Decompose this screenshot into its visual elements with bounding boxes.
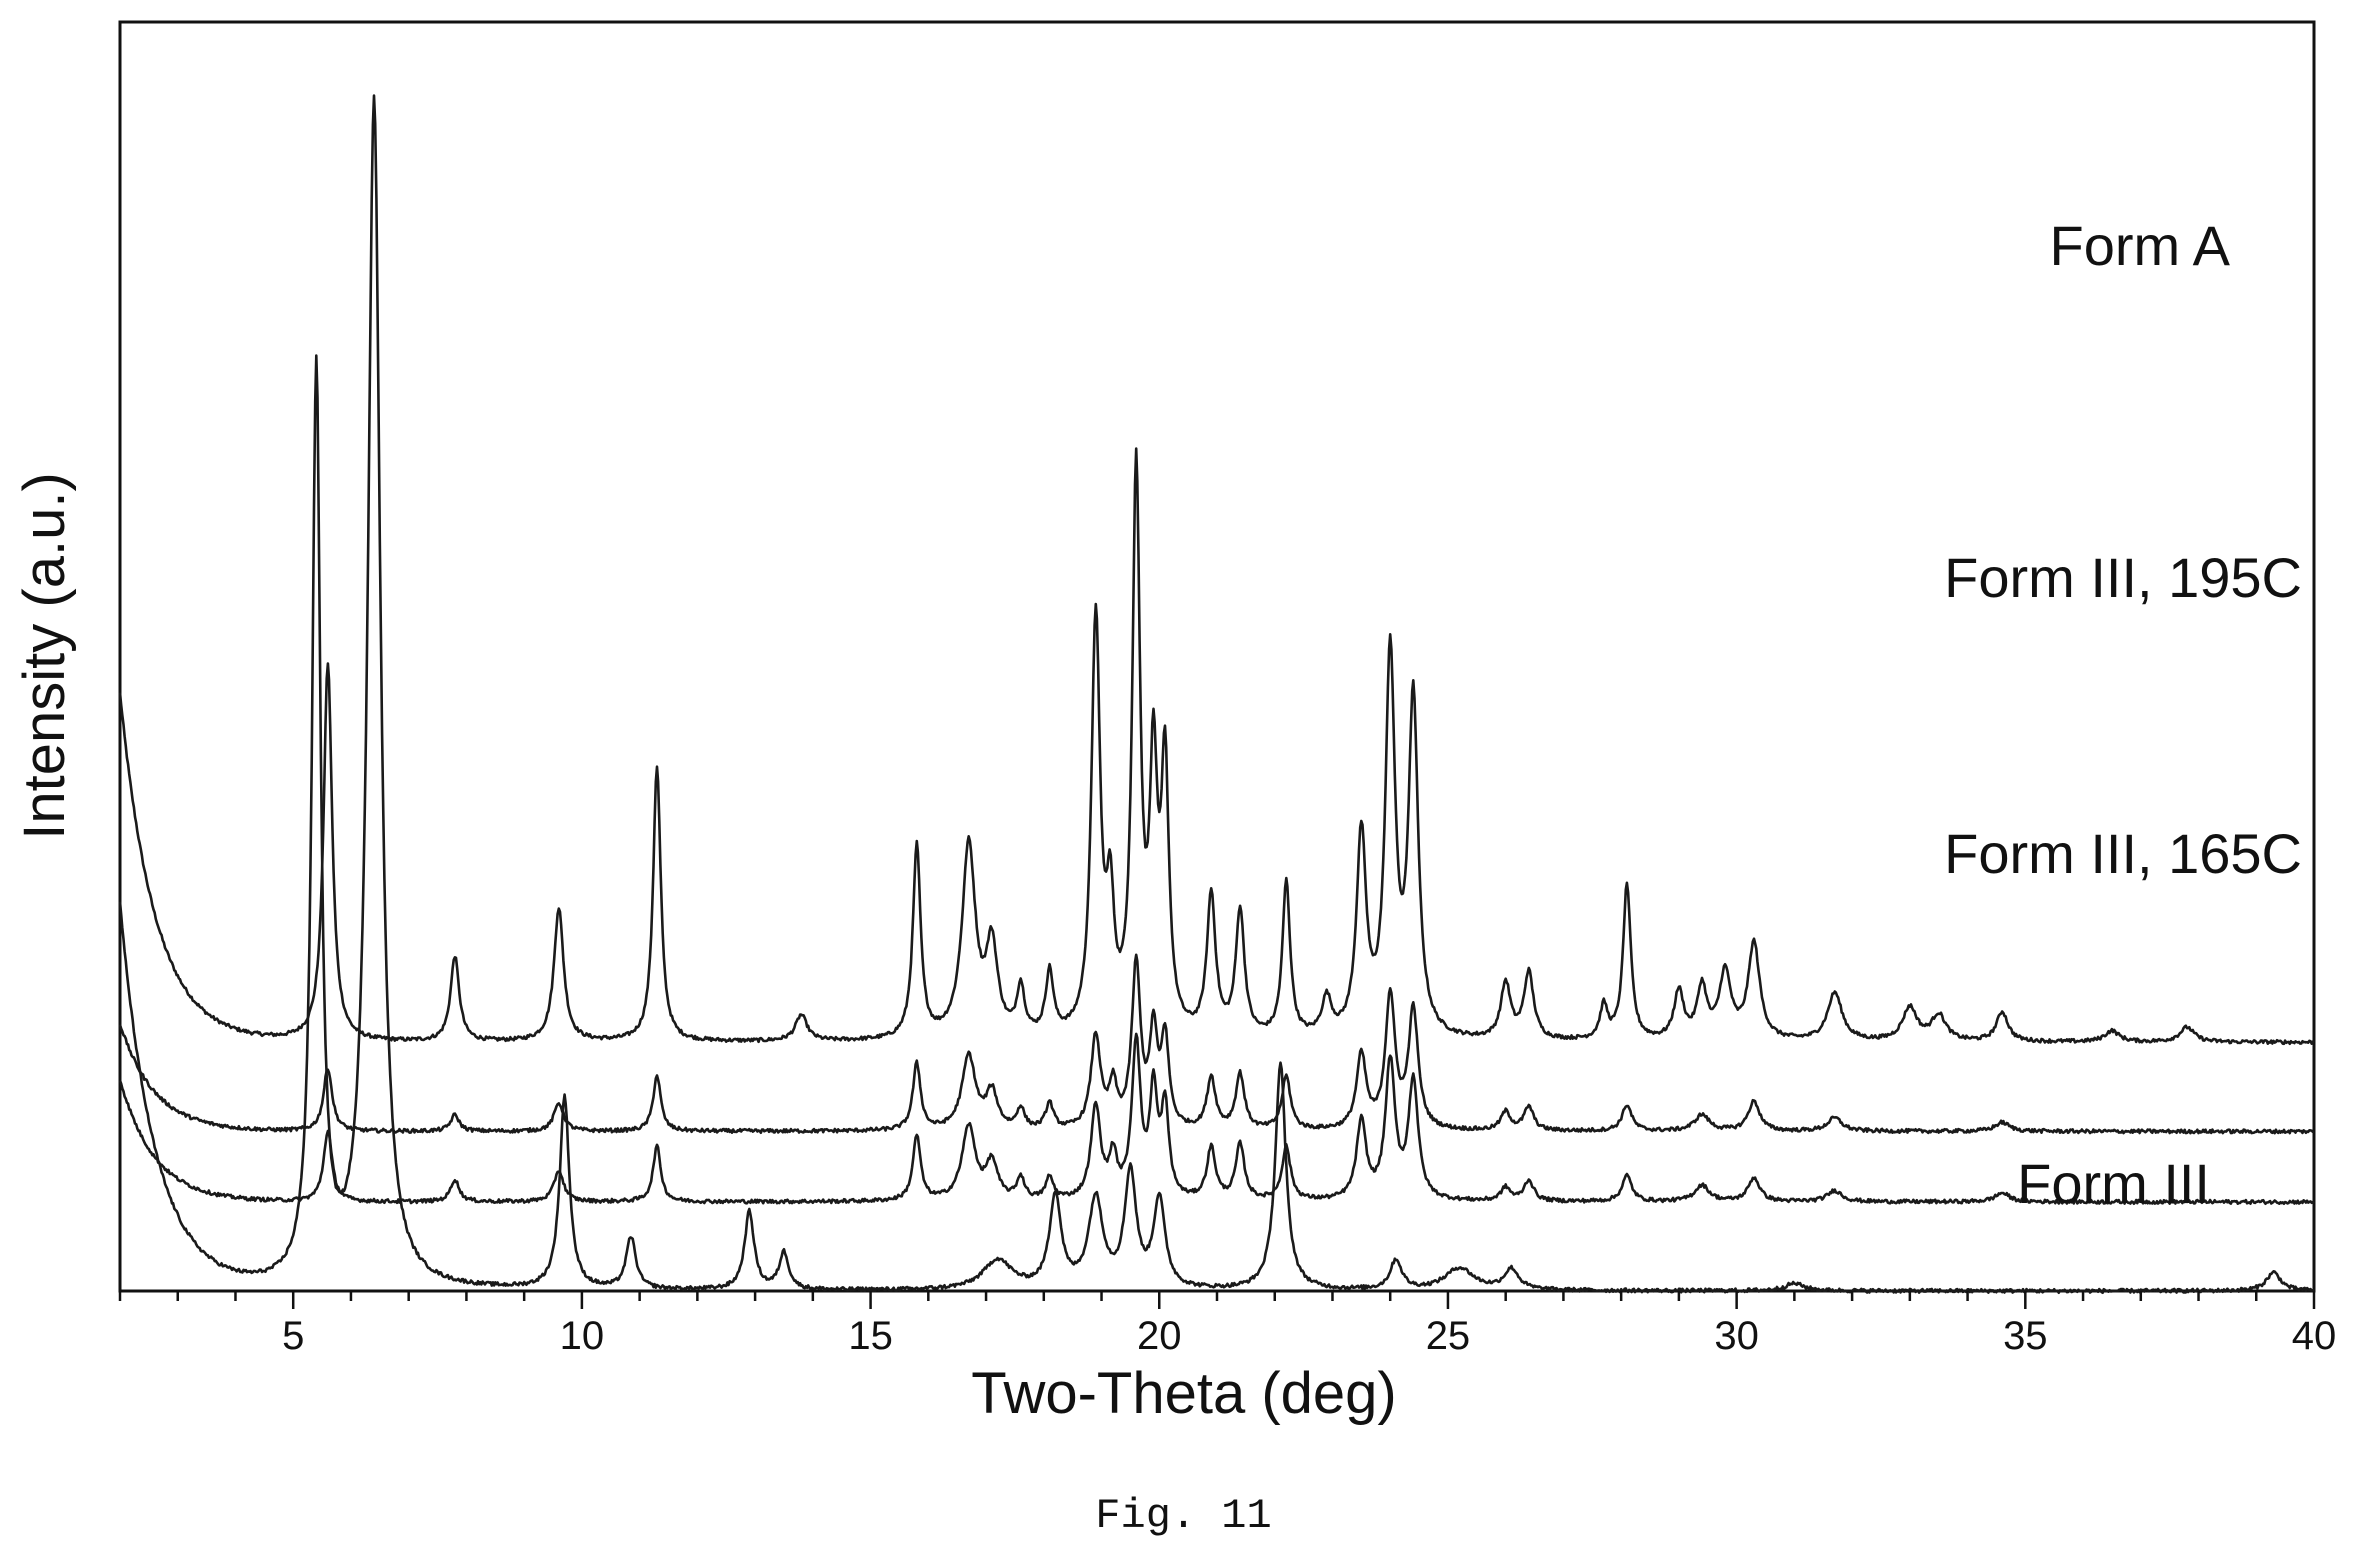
x-tick-label: 25 [1426,1314,1471,1358]
x-tick-label: 5 [282,1314,304,1358]
figure-caption: Fig. 11 [1095,1492,1272,1540]
x-axis: 5 10 15 20 25 30 35 40 [118,1291,2337,1358]
series-line-form-iii [118,94,2315,1294]
series-line-form-iii-195c [118,953,2315,1135]
y-axis-label: Intensity (a.u.) [12,472,77,839]
series-label-form-iii: Form III [2017,1152,2210,1215]
series-label-form-iii-165c: Form III, 165C [1944,822,2302,885]
x-tick-label: 35 [2003,1314,2048,1358]
series-line-form-iii-165c [118,1032,2315,1205]
x-tick-label: 15 [848,1314,893,1358]
x-tick-label: 40 [2292,1314,2337,1358]
x-tick-label: 10 [560,1314,605,1358]
series-label-form-a: Form A [2050,214,2231,277]
series-line-form-a [118,447,2315,1046]
series-layer [118,94,2315,1294]
xrd-chart: 5 10 15 20 25 30 35 40 Two-Theta (deg) Intensit… [12,20,2337,1426]
x-tick-label: 30 [1714,1314,1759,1358]
x-tick-label: 20 [1137,1314,1182,1358]
x-axis-label: Two-Theta (deg) [971,1361,1397,1426]
series-label-form-iii-195c: Form III, 195C [1944,546,2302,609]
series-labels: Form A Form III, 195C Form III, 165C Form I… [1944,214,2302,1215]
